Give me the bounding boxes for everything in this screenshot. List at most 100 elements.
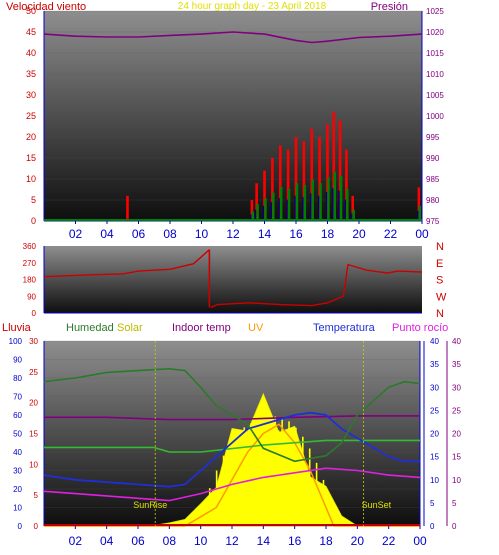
- temperature-legend: Temperatura: [313, 322, 376, 334]
- pressure-tick-label: 990: [426, 154, 440, 163]
- humidity-tick-label: 40: [13, 448, 22, 457]
- rain-tick-label: 10: [29, 460, 38, 469]
- rain-tick-label: 0: [34, 522, 39, 531]
- humidity-tick-label: 20: [13, 485, 22, 494]
- temp-tick-label: 35: [430, 360, 439, 369]
- wind-tick-label: 50: [26, 6, 36, 16]
- wind-speed-axis-title: Velocidad viento: [6, 1, 86, 13]
- temp-tick-label-right: 5: [452, 499, 457, 508]
- compass-label: W: [436, 291, 447, 303]
- humidity-tick-label: 70: [13, 393, 22, 402]
- pressure-tick-label: 1015: [426, 49, 444, 58]
- humidity-tick-label: 10: [13, 504, 22, 513]
- pressure-tick-label: 985: [426, 175, 440, 184]
- x-tick-label: 16: [288, 534, 302, 548]
- x-tick-label: 14: [257, 534, 271, 548]
- solar-area: [44, 392, 420, 527]
- compass-label: N: [436, 241, 444, 253]
- direction-tick-label: 0: [32, 309, 37, 318]
- humidity-secondary-line: [44, 439, 420, 453]
- temp-tick-label-right: 25: [452, 406, 461, 415]
- temp-tick-label: 0: [430, 522, 435, 531]
- rain-tick-label: 30: [29, 337, 38, 346]
- solar-legend: Solar: [117, 322, 143, 334]
- humidity-legend: Humedad: [66, 322, 114, 334]
- rain-tick-label: 25: [29, 368, 38, 377]
- x-tick-label: 06: [132, 227, 146, 241]
- compass-label: E: [436, 258, 443, 270]
- pressure-tick-label: 1005: [426, 91, 444, 100]
- temp-tick-label-right: 30: [452, 383, 461, 392]
- uv-legend: UV: [248, 322, 264, 334]
- x-tick-label: 18: [321, 227, 335, 241]
- temp-tick-label: 5: [430, 499, 435, 508]
- direction-tick-label: 360: [23, 242, 37, 251]
- pressure-axis-title: Presión: [371, 1, 408, 13]
- x-tick-label: 12: [226, 227, 240, 241]
- direction-tick-label: 180: [23, 276, 37, 285]
- wind-tick-label: 45: [26, 27, 36, 37]
- wind-tick-label: 5: [31, 195, 36, 205]
- direction-tick-label: 270: [23, 259, 37, 268]
- wind-tick-label: 30: [26, 90, 36, 100]
- humidity-tick-label: 50: [13, 430, 22, 439]
- chart-title: 24 hour graph day - 23 April 2018: [178, 1, 327, 12]
- temperature-line: [43, 411, 420, 488]
- humidity-tick-label: 30: [13, 467, 22, 476]
- temp-tick-label-right: 20: [452, 430, 461, 439]
- x-tick-label: 08: [163, 227, 177, 241]
- temp-tick-label: 40: [430, 337, 439, 346]
- x-tick-label: 06: [131, 534, 145, 548]
- temp-tick-label: 25: [430, 406, 439, 415]
- wind-pressure-plot: [43, 10, 423, 222]
- direction-tick-label: 90: [27, 292, 36, 301]
- x-tick-label: 18: [319, 534, 333, 548]
- x-tick-label: 04: [100, 227, 114, 241]
- temp-tick-label-right: 10: [452, 476, 461, 485]
- temp-tick-label-right: 35: [452, 360, 461, 369]
- wind-tick-label: 35: [26, 69, 36, 79]
- rain-tick-label: 20: [29, 399, 38, 408]
- humidity-line: [43, 367, 421, 463]
- pressure-tick-label: 995: [426, 133, 440, 142]
- rain-legend: Lluvia: [2, 322, 32, 334]
- pressure-tick-label: 1020: [426, 28, 444, 37]
- x-tick-label: 20: [351, 534, 365, 548]
- pressure-tick-label: 1000: [426, 112, 444, 121]
- wind-tick-label: 15: [26, 153, 36, 163]
- temp-tick-label: 30: [430, 383, 439, 392]
- humidity-tick-label: 100: [9, 337, 23, 346]
- tick-labels: 0510152025303540455097598098599099510001…: [9, 6, 462, 548]
- x-tick-label: 14: [258, 227, 272, 241]
- pressure-line: [43, 31, 423, 44]
- mid-panel-background: [44, 246, 422, 313]
- wind-tick-label: 0: [31, 216, 36, 226]
- rain-tick-label: 15: [29, 430, 38, 439]
- temp-tick-label: 15: [430, 453, 439, 462]
- dewpoint-line: [43, 467, 421, 502]
- indoor-temp-legend: Indoor temp: [172, 322, 231, 334]
- wind-direction-plot: [43, 249, 423, 309]
- compass-label: S: [436, 275, 443, 287]
- wind-tick-label: 20: [26, 132, 36, 142]
- pressure-tick-label: 1010: [426, 70, 444, 79]
- pressure-tick-label: 975: [426, 217, 440, 226]
- temp-tick-label: 20: [430, 430, 439, 439]
- rain-tick-label: 5: [34, 491, 39, 500]
- x-tick-label: 12: [225, 534, 239, 548]
- temp-tick-label-right: 0: [452, 522, 457, 531]
- x-tick-label: 08: [163, 534, 177, 548]
- x-tick-label: 22: [382, 534, 396, 548]
- pressure-tick-label: 980: [426, 196, 440, 205]
- wind-direction-line: [43, 249, 423, 309]
- sunrise-label: SunRise: [133, 500, 167, 510]
- dewpoint-legend: Punto rocío: [392, 322, 448, 334]
- x-tick-label: 04: [100, 534, 114, 548]
- humidity-tick-label: 0: [18, 522, 23, 531]
- x-tick-label: 00: [413, 534, 427, 548]
- x-tick-label: 20: [352, 227, 366, 241]
- humidity-tick-label: 60: [13, 411, 22, 420]
- temp-tick-label-right: 15: [452, 453, 461, 462]
- pressure-tick-label: 1025: [426, 7, 444, 16]
